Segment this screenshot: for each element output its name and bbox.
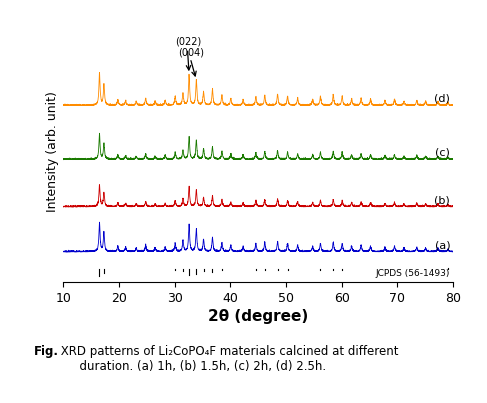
Text: (c): (c) xyxy=(435,148,450,158)
Text: (b): (b) xyxy=(434,195,450,205)
Y-axis label: Intensity (arb. unit): Intensity (arb. unit) xyxy=(46,91,59,212)
Text: XRD patterns of Li₂CoPO₄F materials calcined at different
      duration. (a) 1h: XRD patterns of Li₂CoPO₄F materials calc… xyxy=(57,345,399,372)
Text: (d): (d) xyxy=(434,94,450,104)
Text: (022): (022) xyxy=(175,36,202,46)
Text: Fig.: Fig. xyxy=(34,345,59,357)
Text: (004): (004) xyxy=(178,47,204,57)
X-axis label: 2θ (degree): 2θ (degree) xyxy=(208,309,308,324)
Text: (a): (a) xyxy=(434,240,450,250)
Text: JCPDS (56-1493): JCPDS (56-1493) xyxy=(376,270,450,278)
